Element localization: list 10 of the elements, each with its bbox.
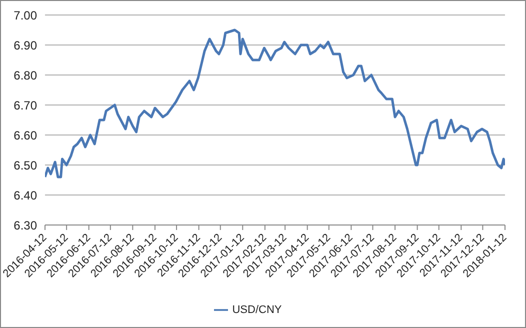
- y-tick-label: 6.50: [14, 158, 38, 172]
- y-tick-label: 6.30: [14, 218, 38, 232]
- y-tick-label: 6.60: [14, 128, 38, 142]
- y-tick-label: 6.80: [14, 68, 38, 82]
- line-series: [45, 28, 505, 178]
- y-tick-label: 7.00: [14, 8, 38, 22]
- y-tick-label: 6.70: [14, 98, 38, 112]
- legend-label: USD/CNY: [232, 304, 282, 316]
- y-tick-label: 6.90: [14, 38, 38, 52]
- y-tick-label: 6.40: [14, 188, 38, 202]
